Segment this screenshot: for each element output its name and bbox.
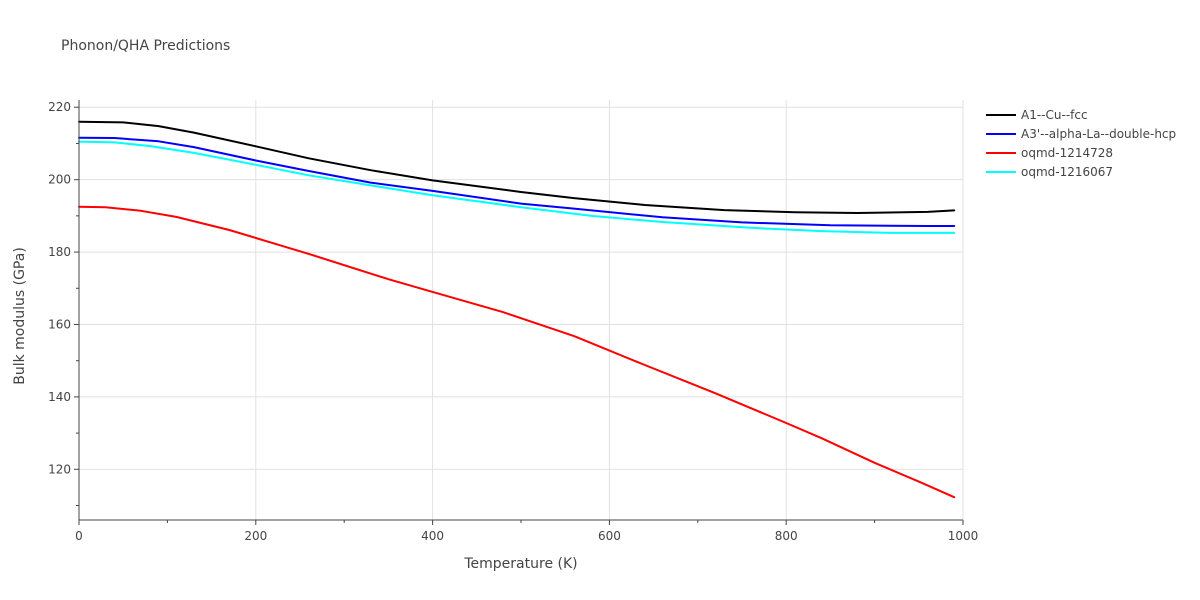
y-tick-label: 220	[48, 100, 71, 114]
x-axis: 0 200 400 600 800 1000	[75, 519, 979, 543]
y-axis-title: Bulk modulus (GPa)	[12, 247, 28, 385]
x-tick-label: 800	[775, 529, 798, 543]
x-tick-label: 600	[598, 529, 621, 543]
series-line-1[interactable]	[78, 136, 956, 227]
legend-label: A1--Cu--fcc	[1021, 108, 1088, 122]
legend-item-1[interactable]: A3'--alpha-La--double-hcp	[986, 127, 1176, 141]
y-tick-label: 140	[48, 390, 71, 404]
legend-item-0[interactable]: A1--Cu--fcc	[986, 108, 1088, 122]
legend-label: oqmd-1214728	[1021, 146, 1113, 160]
legend-item-2[interactable]: oqmd-1214728	[986, 146, 1113, 160]
series-line-3[interactable]	[78, 140, 956, 234]
plot-area	[78, 120, 956, 499]
chart-title: Phonon/QHA Predictions	[61, 38, 230, 54]
x-tick-label: 200	[244, 529, 267, 543]
series-line-0[interactable]	[78, 120, 956, 214]
series-line-2[interactable]	[78, 205, 956, 499]
x-axis-title: Temperature (K)	[463, 556, 577, 572]
legend-item-3[interactable]: oqmd-1216067	[986, 165, 1113, 179]
x-tick-label: 0	[75, 529, 83, 543]
legend-label: oqmd-1216067	[1021, 165, 1113, 179]
legend-label: A3'--alpha-La--double-hcp	[1021, 127, 1176, 141]
x-tick-label: 400	[421, 529, 444, 543]
grid-lines	[79, 100, 964, 520]
legend[interactable]: A1--Cu--fcc A3'--alpha-La--double-hcp oqmd…	[986, 108, 1176, 179]
x-tick-label: 1000	[948, 529, 979, 543]
y-tick-label: 160	[48, 317, 71, 331]
y-tick-label: 120	[48, 462, 71, 476]
y-tick-label: 180	[48, 245, 71, 259]
y-axis: 120 140 160 180 200 220	[48, 100, 80, 520]
y-tick-label: 200	[48, 173, 71, 187]
